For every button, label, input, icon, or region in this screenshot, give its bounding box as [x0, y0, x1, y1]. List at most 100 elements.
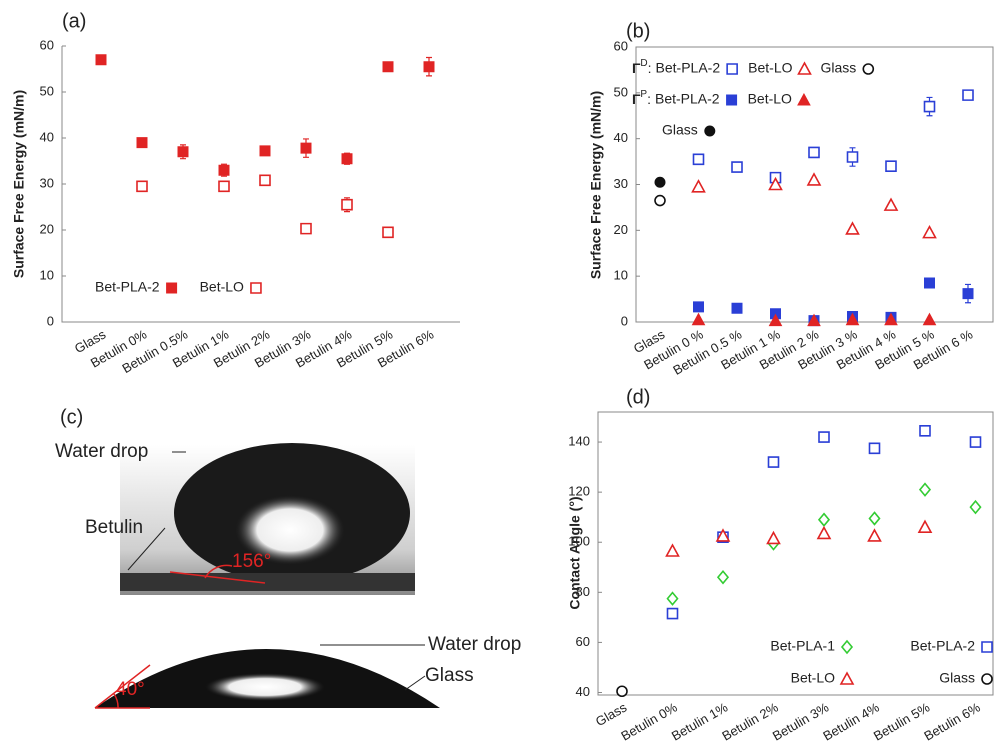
- legend-group: ΓP:: [632, 89, 651, 107]
- data-point: [665, 543, 680, 557]
- legend-marker: [726, 63, 738, 75]
- data-point: [95, 54, 107, 66]
- y-tick-label: 20: [614, 222, 628, 237]
- legend-marker: [981, 673, 993, 685]
- annotation: Water drop: [428, 634, 521, 655]
- data-point: [962, 89, 974, 101]
- legend-marker: [862, 63, 875, 75]
- data-point: [962, 288, 974, 300]
- data-point: [808, 146, 820, 159]
- data-point: [768, 176, 783, 191]
- legend-label: Bet-PLA-2: [910, 638, 975, 654]
- legend-label: Bet-PLA-2: [656, 60, 721, 76]
- data-point: [616, 685, 628, 697]
- legend-marker: [704, 125, 716, 137]
- panel-label: (d): [626, 386, 650, 408]
- data-point: [922, 224, 937, 239]
- data-point: [136, 137, 148, 149]
- data-point: [218, 180, 230, 193]
- legend-label: Bet-LO: [748, 60, 792, 76]
- legend-label: Bet-PLA-1: [770, 638, 835, 654]
- data-point: [341, 198, 353, 211]
- data-point: [917, 519, 933, 534]
- y-tick-label: 140: [568, 433, 590, 448]
- legend-symbol: Γ: [632, 60, 641, 76]
- y-tick-label: 60: [40, 37, 54, 52]
- data-point: [884, 312, 898, 326]
- y-tick-label: 50: [40, 83, 54, 98]
- data-point: [654, 176, 666, 188]
- panel-label: (b): [626, 20, 650, 42]
- annotation: Glass: [425, 665, 474, 686]
- y-tick-label: 50: [614, 84, 628, 99]
- data-point: [731, 302, 743, 314]
- legend-separator: :: [647, 91, 651, 107]
- data-point: [666, 591, 679, 606]
- data-point: [817, 512, 831, 527]
- data-point: [923, 100, 936, 113]
- data-point: [691, 179, 706, 193]
- data-point: [692, 153, 705, 166]
- legend-group: ΓD:: [632, 58, 652, 76]
- legend-superscript: P: [640, 89, 647, 100]
- legend-label: Bet-PLA-2: [655, 91, 720, 107]
- data-point: [924, 277, 935, 289]
- data-point: [806, 172, 822, 186]
- legend-marker: [166, 282, 178, 294]
- legend-marker: [839, 671, 855, 685]
- angle-mark: [94, 664, 151, 709]
- legend-label: Glass: [821, 60, 857, 76]
- data-point: [807, 313, 821, 327]
- data-point: [136, 180, 148, 193]
- y-tick-label: 10: [40, 267, 54, 282]
- y-tick-label: 40: [576, 684, 590, 699]
- y-axis-title: Surface Free Energy (mN/m): [588, 91, 604, 279]
- legend-marker: [250, 282, 262, 294]
- annotation: Betulin: [85, 517, 143, 538]
- data-point: [693, 301, 704, 313]
- y-tick-label: 0: [621, 313, 628, 328]
- data-point: [846, 151, 859, 163]
- legend-marker: [797, 61, 812, 75]
- data-point: [715, 528, 731, 542]
- legend-label: Glass: [662, 122, 698, 138]
- panel-label: (c): [60, 406, 83, 428]
- data-point: [691, 312, 706, 326]
- data-point: [768, 313, 783, 327]
- data-point: [969, 499, 982, 515]
- data-point: [766, 530, 781, 545]
- y-tick-label: 30: [614, 176, 628, 191]
- y-tick-label: 60: [614, 38, 628, 53]
- y-tick-label: 30: [40, 175, 54, 190]
- legend-label: Bet-PLA-2: [95, 279, 160, 295]
- data-point: [259, 145, 271, 157]
- x-tick-label: Betulin 1%: [669, 699, 731, 743]
- pointer: [404, 675, 426, 691]
- data-point: [885, 160, 897, 172]
- y-tick-label: 0: [47, 313, 54, 328]
- data-point: [177, 146, 189, 158]
- data-point: [883, 197, 899, 211]
- data-point: [918, 482, 932, 497]
- legend-label: Bet-LO: [791, 670, 835, 686]
- data-point: [731, 161, 743, 173]
- data-point: [654, 194, 666, 207]
- legend-marker: [840, 639, 854, 655]
- data-point: [259, 174, 271, 187]
- y-tick-label: 60: [576, 634, 590, 649]
- pointer: [127, 527, 166, 571]
- plot-frame: [597, 411, 994, 696]
- x-tick-label: Betulin 2%: [719, 699, 781, 743]
- data-point: [816, 525, 832, 540]
- data-point: [922, 312, 937, 326]
- legend-marker: [797, 92, 811, 106]
- data-point: [868, 442, 881, 455]
- substrate: [120, 573, 415, 591]
- data-point: [845, 221, 860, 235]
- legend-label: Glass: [939, 670, 975, 686]
- y-axis-title: Surface Free Energy (mN/m): [11, 90, 27, 278]
- legend-marker: [726, 94, 738, 106]
- data-point: [845, 312, 860, 326]
- data-point: [300, 142, 312, 154]
